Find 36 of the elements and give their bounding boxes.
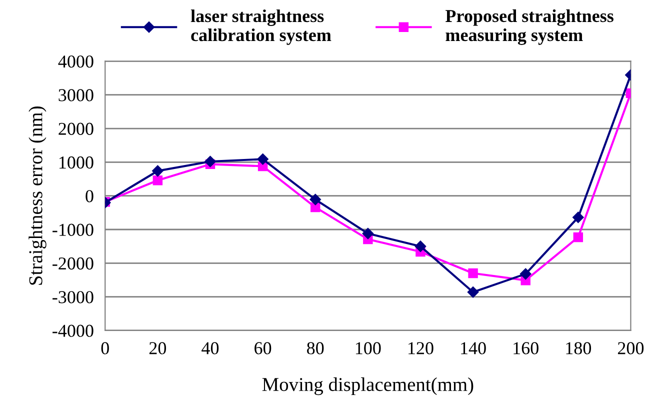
x-tick-label: 100 <box>356 342 381 354</box>
y-tick-label: -3000 <box>52 291 94 304</box>
point <box>152 165 164 177</box>
y-axis-title: Straightness error (nm) <box>28 106 46 285</box>
point <box>362 228 374 240</box>
y-tick-label: 4000 <box>58 55 94 68</box>
x-tick-label: 20 <box>149 342 166 354</box>
x-tick-label: 200 <box>618 342 644 354</box>
point <box>573 232 584 242</box>
x-tick-label: 160 <box>514 342 538 354</box>
point <box>572 212 584 223</box>
legend-label: laser straightness calibration system <box>190 9 332 45</box>
y-tick-label: 0 <box>86 190 94 202</box>
point <box>152 175 163 186</box>
y-tick-label: 3000 <box>58 89 94 102</box>
point <box>467 286 479 298</box>
point <box>414 240 426 252</box>
y-tick-label: -1000 <box>52 224 94 236</box>
x-tick-label: 0 <box>101 342 109 354</box>
point <box>204 156 216 168</box>
x-axis-title: Moving displacement(mm) <box>262 377 474 396</box>
x-tick-label: 60 <box>254 342 272 354</box>
x-tick-label: 180 <box>566 342 592 354</box>
y-tick-label: 2000 <box>58 122 94 135</box>
point <box>257 154 268 165</box>
y-tick-label: -4000 <box>52 324 94 337</box>
x-tick-label: 120 <box>408 342 434 354</box>
x-tick-label: 140 <box>461 342 486 354</box>
legend-label: Proposed straightness measuring system <box>446 9 614 45</box>
point <box>520 268 532 280</box>
y-tick-label: 1000 <box>59 156 94 169</box>
point <box>468 268 478 278</box>
x-tick-label: 40 <box>202 342 219 354</box>
x-tick-label: 80 <box>307 342 324 354</box>
y-tick-label: -2000 <box>52 257 94 270</box>
point <box>310 194 321 206</box>
